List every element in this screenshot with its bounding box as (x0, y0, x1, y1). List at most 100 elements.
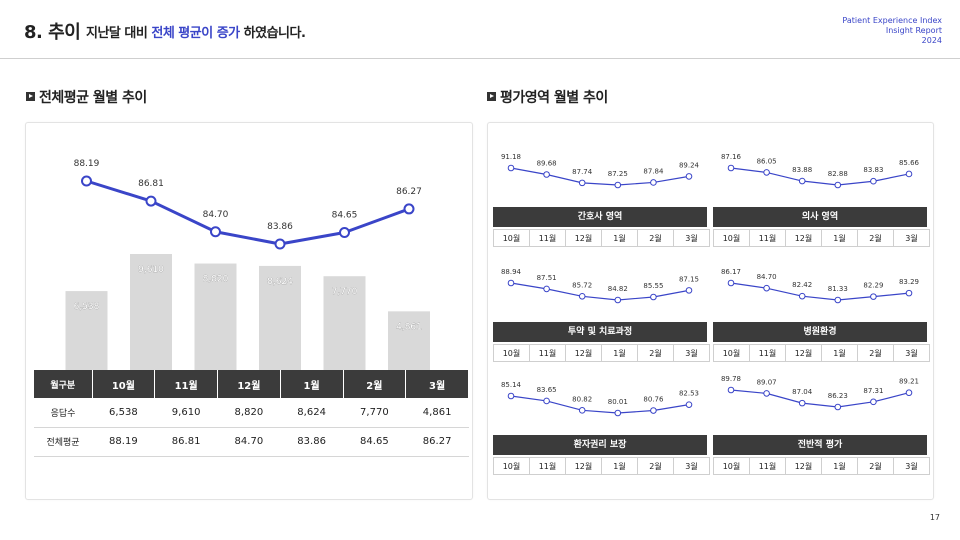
month-cell: 3월 (673, 457, 710, 475)
table-header-cell: 1월 (280, 370, 344, 398)
header-divider (0, 58, 960, 59)
line-overall-average (86, 179, 410, 246)
area-value-label: 87.31 (863, 387, 883, 395)
section-bullet-icon (487, 92, 496, 101)
table-row: 응답수 6,538 9,610 8,820 8,624 7,770 4,861 (34, 398, 469, 428)
line-value-label: 84.70 (203, 210, 229, 220)
table-cell: 전체평균 (34, 427, 92, 457)
area-value-label: 89.21 (899, 378, 919, 386)
month-cell: 10월 (493, 229, 530, 247)
month-cell: 3월 (893, 457, 930, 475)
month-cell: 1월 (601, 457, 638, 475)
area-trend-point (685, 401, 693, 408)
area-trend-point (905, 389, 913, 397)
section-title-text: 전체평균 월별 추이 (39, 90, 147, 106)
overall-trend-chart: 6,538 9,610 8,820 8,624 7,770 4,861 88.19 86.81… (65, 159, 430, 370)
line-value-label: 86.81 (138, 179, 164, 189)
table-row: 10월 11월 12월 1월 2월 3월 (493, 344, 710, 362)
area-value-label: 87.74 (572, 168, 593, 176)
line-value-label: 86.27 (396, 187, 422, 197)
mini-chart-medication: 88.94 87.51 85.72 84.82 85.55 87.15 (501, 268, 699, 304)
month-cell: 3월 (893, 344, 930, 362)
area-value-label: 82.42 (792, 281, 812, 289)
area-trend-point (905, 170, 913, 178)
area-value-label: 82.53 (679, 390, 699, 398)
line-value-label: 88.19 (74, 159, 100, 169)
mini-month-table: 10월 11월 12월 1월 2월 3월 (493, 457, 710, 475)
area-value-label: 82.88 (828, 170, 848, 178)
mini-chart-title: 투약 및 치료과정 (493, 322, 707, 342)
area-trend-line (730, 167, 910, 186)
area-value-label: 89.78 (721, 375, 741, 383)
report-title-line: Patient Experience Index (842, 16, 942, 25)
table-cell: 응답수 (34, 398, 92, 428)
area-trend-point (578, 292, 586, 300)
bar-value-label: 8,624 (267, 277, 293, 287)
table-header-cell: 11월 (154, 370, 218, 398)
mini-chart-title: 의사 영역 (713, 207, 927, 227)
month-cell: 10월 (713, 229, 750, 247)
month-cell: 3월 (673, 229, 710, 247)
bar-value-label: 9,610 (138, 265, 164, 275)
mini-chart-environment: 86.17 84.70 82.42 81.33 82.29 83.29 (721, 268, 919, 304)
table-header-row: 월구분 10월 11월 12월 1월 2월 3월 (34, 370, 469, 398)
table-cell: 6,538 (92, 398, 155, 428)
area-trend-point (543, 397, 550, 405)
area-value-label: 83.65 (537, 386, 557, 394)
area-value-label: 85.66 (899, 159, 920, 167)
section-title-text: 평가영역 월별 추이 (500, 90, 608, 106)
area-value-label: 89.07 (757, 378, 777, 386)
table-header-cell: 2월 (343, 370, 407, 398)
mini-chart-title: 환자권리 보장 (493, 435, 707, 455)
area-value-label: 80.01 (608, 398, 628, 406)
area-value-label: 86.05 (757, 157, 777, 165)
month-cell: 12월 (785, 457, 822, 475)
line-point (339, 227, 350, 239)
subtitle-highlight: 전체 평균이 증가 (151, 26, 240, 41)
area-value-label: 85.14 (501, 381, 522, 389)
area-trend-point (685, 173, 693, 180)
area-value-label: 87.16 (721, 153, 742, 161)
mini-chart-doctor: 87.16 86.05 83.88 82.88 83.83 85.66 (721, 153, 920, 189)
month-cell: 12월 (565, 229, 602, 247)
area-trend-point (578, 407, 586, 414)
area-value-label: 84.70 (757, 273, 777, 281)
month-cell: 11월 (529, 457, 566, 475)
area-value-label: 86.23 (828, 392, 848, 400)
area-trend-point (834, 181, 842, 189)
area-trend-point (763, 284, 770, 292)
area-trend-point (834, 296, 842, 304)
area-value-label: 85.55 (643, 282, 663, 290)
table-header-cell: 월구분 (34, 370, 93, 398)
bar-value-label: 4,861 (396, 322, 422, 332)
table-cell: 8,820 (217, 398, 281, 428)
bar-response-count (259, 265, 301, 370)
bar-response-count (194, 263, 237, 370)
area-value-label: 87.25 (608, 170, 628, 178)
area-value-label: 87.84 (643, 167, 664, 175)
area-trend-point (685, 287, 693, 294)
table-row: 10월 11월 12월 1월 2월 3월 (713, 457, 930, 475)
bar-value-label: 8,820 (203, 275, 229, 285)
table-cell: 84.65 (343, 427, 406, 457)
area-trend-point (870, 177, 877, 185)
table-row: 10월 11월 12월 1월 2월 3월 (493, 229, 710, 247)
line-point (274, 238, 286, 250)
month-cell: 2월 (637, 229, 674, 247)
area-trend-point (763, 390, 770, 397)
month-cell: 10월 (713, 457, 750, 475)
area-value-label: 88.94 (501, 268, 522, 276)
area-trend-line (510, 282, 690, 301)
area-value-label: 89.68 (537, 159, 557, 167)
mini-chart-title: 전반적 평가 (713, 435, 927, 455)
month-cell: 12월 (565, 457, 602, 475)
area-trend-point (870, 293, 877, 300)
table-cell: 9,610 (154, 398, 218, 428)
area-value-label: 82.29 (863, 282, 883, 290)
mini-month-table: 10월 11월 12월 1월 2월 3월 (713, 344, 930, 362)
area-trend-line (730, 282, 910, 301)
month-cell: 1월 (821, 229, 858, 247)
area-trend-point (507, 164, 515, 172)
month-cell: 12월 (785, 229, 822, 247)
area-trend-line (510, 167, 690, 186)
